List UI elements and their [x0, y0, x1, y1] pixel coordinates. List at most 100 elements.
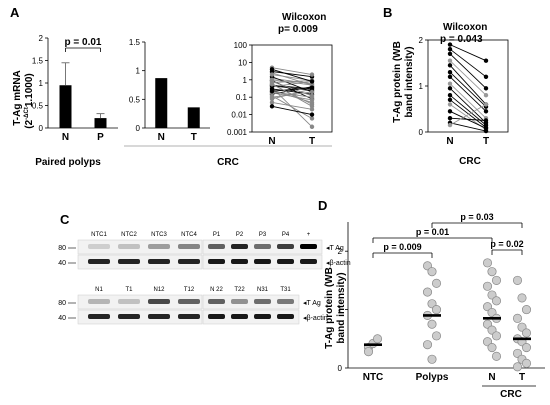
pair-point-t	[309, 116, 315, 121]
pair-line	[271, 67, 313, 76]
lane-label: T22	[234, 287, 245, 293]
blot-band	[178, 314, 200, 319]
y-tick-label: 1	[338, 306, 343, 315]
pair-line	[449, 64, 487, 105]
panel-a-ylabel: T-Ag mRNA (2-ΔCt1.1000)	[12, 70, 35, 129]
panel-b-ylabel-line2: band intensity)	[404, 46, 415, 117]
blot-band	[88, 259, 110, 264]
lane-label: T12	[184, 287, 195, 293]
blot-band	[300, 244, 317, 249]
blot-band	[231, 299, 248, 304]
panel-a-wilcoxon-title: Wilcoxon	[282, 12, 326, 23]
panel-b-paired-chart: 0 1 2 N T	[419, 36, 509, 147]
pair-point-t	[309, 79, 315, 84]
pair-line	[449, 60, 487, 96]
pair-point-n	[447, 109, 453, 114]
pair-point-n	[447, 51, 453, 56]
blot-band	[254, 314, 271, 319]
panel-a-bar-chart-polyps: 0 0.5 1 1.5 2 N Pp = 0.01	[32, 34, 118, 143]
panel-d-label: D	[318, 198, 327, 213]
y-tick-label: 0	[39, 124, 44, 133]
panel-d-caption-crc: CRC	[500, 389, 522, 400]
y-tick-label: 0.5	[32, 102, 44, 111]
panel-a-caption-crc: CRC	[217, 157, 239, 168]
lane-label: N12	[153, 287, 165, 293]
data-point-t	[512, 362, 523, 372]
pair-point-t	[309, 89, 315, 95]
bar-t	[187, 107, 200, 128]
blot-band	[118, 244, 140, 249]
x-tick-label: P	[97, 132, 104, 143]
panel-b-label: B	[383, 5, 392, 20]
data-point-polyps	[431, 278, 442, 288]
data-point-t	[521, 358, 532, 368]
pair-point-n	[447, 42, 453, 47]
panel-a-wilcoxon-p: p= 0.009	[278, 24, 318, 35]
pair-point-n	[447, 86, 453, 91]
pair-point-n	[269, 67, 275, 72]
pair-line	[271, 95, 313, 119]
panel-d-ylabel: T-Ag protein (WB band intensity)	[324, 267, 347, 349]
y-tick-label: 0.001	[227, 128, 248, 137]
panel-a-ylabel-line1: T-Ag mRNA	[12, 70, 23, 126]
lane-label: N1	[95, 287, 103, 293]
band-label: ◂T Ag	[326, 245, 344, 252]
blot-band	[88, 299, 110, 304]
blot-strip-left	[77, 239, 203, 255]
data-point-n	[491, 296, 502, 306]
pair-point-t	[483, 128, 489, 134]
pair-point-t	[309, 97, 315, 103]
data-point-polyps	[427, 319, 437, 329]
lane-label: T31	[280, 287, 291, 293]
mw-marker: 80	[58, 300, 66, 307]
lane-label: P2	[236, 232, 244, 238]
panel-a-paired-log-chart: 0.001 0.01 0.1 1 10 100 N T	[227, 41, 333, 147]
pair-line	[271, 87, 313, 92]
lane-label: T1	[125, 287, 133, 293]
pair-point-t	[309, 124, 315, 129]
plot-frame	[251, 44, 333, 133]
panel-b-ylabel: T-Ag protein (WB band intensity)	[392, 41, 415, 123]
lane-label: NTC3	[151, 232, 167, 238]
pair-line	[271, 101, 313, 110]
pair-line	[271, 105, 313, 116]
pair-point-n	[269, 82, 275, 87]
data-point-polyps	[427, 267, 437, 277]
blot-strip-left	[77, 294, 203, 310]
y-tick-label: 2	[39, 34, 44, 43]
bar-n	[155, 78, 168, 128]
blot-band	[277, 299, 294, 304]
lane-label: NTC1	[91, 232, 107, 238]
y-tick-label: 0.5	[129, 95, 141, 104]
pair-point-t	[483, 58, 489, 63]
blot-band	[178, 244, 200, 249]
lane-label: NTC2	[121, 232, 137, 238]
blot-band	[118, 259, 140, 264]
pair-line	[271, 79, 313, 86]
mw-marker: 40	[58, 315, 66, 322]
pair-line	[449, 83, 487, 119]
panel-d-dot-plot: 0 1 2 NTC Polyps N Tp = 0.009 p = 0.01 p = 0.03 p…	[338, 212, 545, 387]
pair-point-t	[309, 101, 315, 107]
y-tick-label: 1	[243, 76, 248, 85]
pair-line	[449, 122, 487, 132]
blot-band	[148, 244, 170, 249]
y-tick-label: 1.5	[129, 38, 141, 47]
data-point-polyps	[427, 354, 437, 364]
pair-point-n	[447, 74, 453, 80]
pair-line	[449, 48, 487, 78]
comparison-label: p = 0.01	[416, 227, 449, 237]
pair-line	[271, 92, 313, 101]
pair-point-n	[447, 97, 453, 103]
data-point-n	[487, 343, 497, 353]
x-tick-label: NTC	[363, 372, 384, 383]
y-tick-label: 1	[136, 67, 141, 76]
pair-line	[449, 94, 487, 126]
pair-point-n	[269, 72, 275, 77]
x-tick-label: N	[446, 136, 453, 147]
blot-band	[148, 314, 170, 319]
bar-p	[94, 118, 107, 128]
data-point-n	[491, 331, 502, 341]
band-label: ◂β-actin	[326, 260, 351, 267]
pair-point-t	[309, 107, 315, 112]
